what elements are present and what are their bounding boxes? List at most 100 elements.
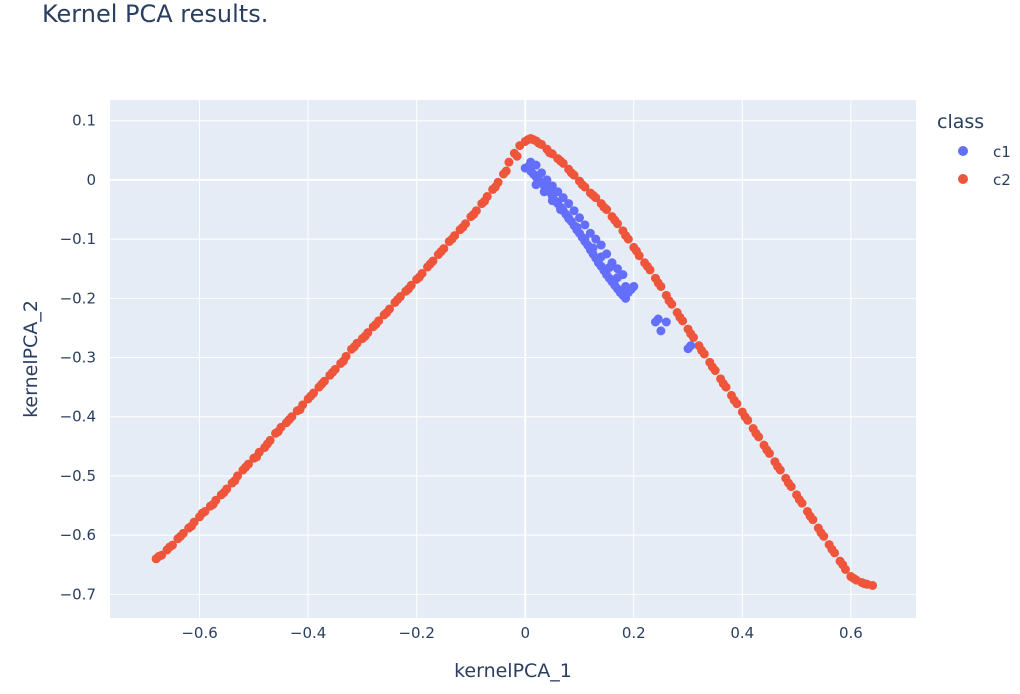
series-c2 [151, 133, 878, 590]
data-point-c2 [197, 508, 207, 518]
y-tick-label: −0.2 [60, 289, 96, 307]
y-tick-label: −0.7 [60, 585, 96, 603]
x-tick-label: 0.4 [730, 624, 754, 642]
data-point-c2 [165, 542, 175, 552]
x-tick-label: 0.6 [839, 624, 863, 642]
x-gridlines [199, 100, 852, 618]
data-point-c2 [262, 439, 272, 449]
legend-label-c2: c2 [993, 171, 1011, 189]
data-point-c2 [783, 478, 793, 488]
data-point-c1 [558, 193, 568, 203]
x-tick-label: 0.2 [622, 624, 646, 642]
data-point-c2 [241, 462, 251, 472]
data-point-c2 [317, 379, 327, 389]
data-point-c2 [577, 180, 587, 190]
y-tick-label: −0.1 [60, 230, 96, 248]
data-point-c2 [751, 428, 761, 438]
data-point-c1 [555, 205, 565, 215]
data-point-c2 [588, 190, 598, 200]
data-point-c2 [360, 331, 370, 341]
data-point-c2 [208, 499, 218, 509]
data-point-c1 [539, 187, 549, 197]
data-point-c2 [393, 295, 403, 305]
data-point-c2 [349, 342, 359, 352]
data-point-c1 [542, 175, 552, 185]
data-point-c1 [531, 180, 541, 190]
data-point-c2 [675, 312, 685, 322]
y-tick-label: 0 [86, 171, 96, 189]
data-point-c1 [596, 240, 606, 250]
legend-item-c1[interactable]: c1 [958, 143, 1011, 161]
data-point-c1 [588, 243, 598, 253]
x-tick-labels: −0.6 −0.4 −0.2 0 0.2 0.4 0.6 [181, 624, 862, 642]
legend-title: class [937, 111, 984, 133]
data-point-c2 [425, 259, 435, 269]
data-point-c2 [219, 487, 229, 497]
data-point-c2 [230, 476, 240, 486]
data-point-c1 [604, 263, 614, 273]
data-point-c2 [176, 531, 186, 541]
data-point-c2 [371, 319, 381, 329]
data-point-c2 [504, 157, 514, 167]
data-point-c2 [849, 573, 859, 583]
data-point-c1 [531, 160, 541, 170]
data-point-c2 [154, 551, 164, 561]
data-point-c2 [328, 367, 338, 377]
data-point-c1 [572, 222, 582, 232]
plot-background [110, 100, 916, 618]
data-point-c2 [707, 362, 717, 372]
data-point-c2 [740, 412, 750, 422]
data-point-c2 [186, 521, 196, 531]
legend: class c1 c2 [937, 111, 1011, 189]
data-point-c2 [762, 445, 772, 455]
data-point-c2 [664, 296, 674, 306]
data-point-c1 [574, 213, 584, 223]
data-point-c1 [585, 228, 595, 238]
legend-marker-c1 [958, 146, 968, 156]
data-point-c1 [564, 199, 574, 209]
data-point-c2 [805, 511, 815, 521]
data-point-c2 [827, 544, 837, 554]
data-point-c1 [629, 281, 639, 291]
data-point-c2 [642, 261, 652, 271]
data-point-c1 [612, 264, 622, 274]
data-point-c2 [838, 560, 848, 570]
y-axis-title: kernelPCA_2 [20, 300, 42, 418]
data-point-c1 [547, 181, 557, 191]
x-tick-label: −0.6 [181, 624, 217, 642]
y-gridlines [110, 120, 916, 595]
data-point-c2 [859, 579, 869, 589]
data-point-c2 [295, 405, 305, 415]
data-point-c2 [686, 329, 696, 339]
data-point-c2 [284, 415, 294, 425]
data-point-c2 [599, 202, 609, 212]
chart-title: Kernel PCA results. [42, 0, 269, 28]
data-point-c1 [653, 314, 663, 324]
data-point-c2 [306, 391, 316, 401]
data-point-c2 [512, 151, 522, 161]
y-tick-label: −0.5 [60, 467, 96, 485]
data-point-c2 [273, 427, 283, 437]
data-point-c2 [534, 138, 544, 148]
data-point-c2 [621, 231, 631, 241]
data-point-c1 [596, 252, 606, 262]
y-tick-label: 0.1 [72, 112, 96, 130]
data-point-c2 [773, 461, 783, 471]
data-point-c2 [653, 278, 663, 288]
data-point-c1 [536, 168, 546, 178]
legend-marker-c2 [958, 174, 968, 184]
data-point-c2 [545, 148, 555, 158]
y-tick-labels: 0.1 0 −0.1 −0.2 −0.3 −0.4 −0.5 −0.6 −0.7 [60, 112, 96, 604]
data-point-c1 [591, 234, 601, 244]
data-point-c1 [656, 326, 666, 336]
data-point-c2 [816, 528, 826, 538]
data-point-c2 [729, 395, 739, 405]
data-point-c2 [555, 156, 565, 166]
data-point-c2 [252, 452, 262, 462]
data-point-c1 [564, 213, 574, 223]
legend-label-c1: c1 [993, 143, 1011, 161]
legend-item-c2[interactable]: c2 [958, 171, 1011, 189]
y-tick-label: −0.4 [60, 408, 96, 426]
data-point-c1 [553, 187, 563, 197]
data-point-c1 [621, 281, 631, 291]
